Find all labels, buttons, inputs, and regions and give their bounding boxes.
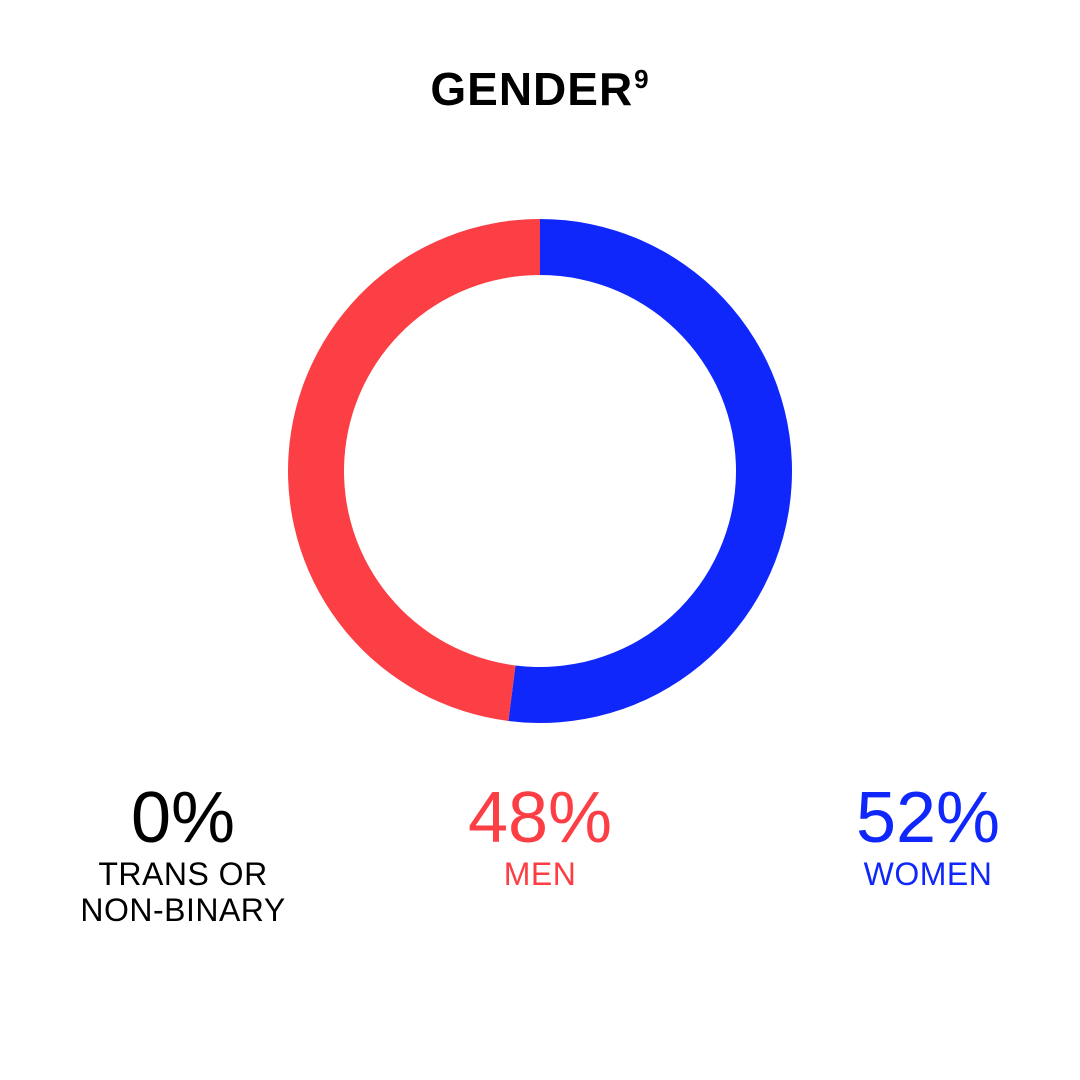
women-label: WOMEN [863,856,993,892]
stat-women: 52% WOMEN [748,780,1080,892]
title-footnote: 9 [634,64,650,94]
trans-label-line-2: NON-BINARY [80,892,286,928]
trans-percent: 0% [130,778,236,858]
men-percent: 48% [467,778,613,858]
trans-label: TRANS OR NON-BINARY [3,856,363,928]
women-percent: 52% [855,778,1001,858]
stat-trans-non-binary: 0% TRANS OR NON-BINARY [3,780,363,928]
men-label: MEN [503,856,577,892]
donut-slices [287,219,792,723]
chart-title: GENDER9 [0,62,1080,116]
chart-title-text: GENDER [430,63,634,115]
donut-slice-men [287,219,540,722]
trans-label-line-1: TRANS OR [98,856,268,892]
stat-men: 48% MEN [360,780,720,892]
donut-slice-women [508,219,792,723]
